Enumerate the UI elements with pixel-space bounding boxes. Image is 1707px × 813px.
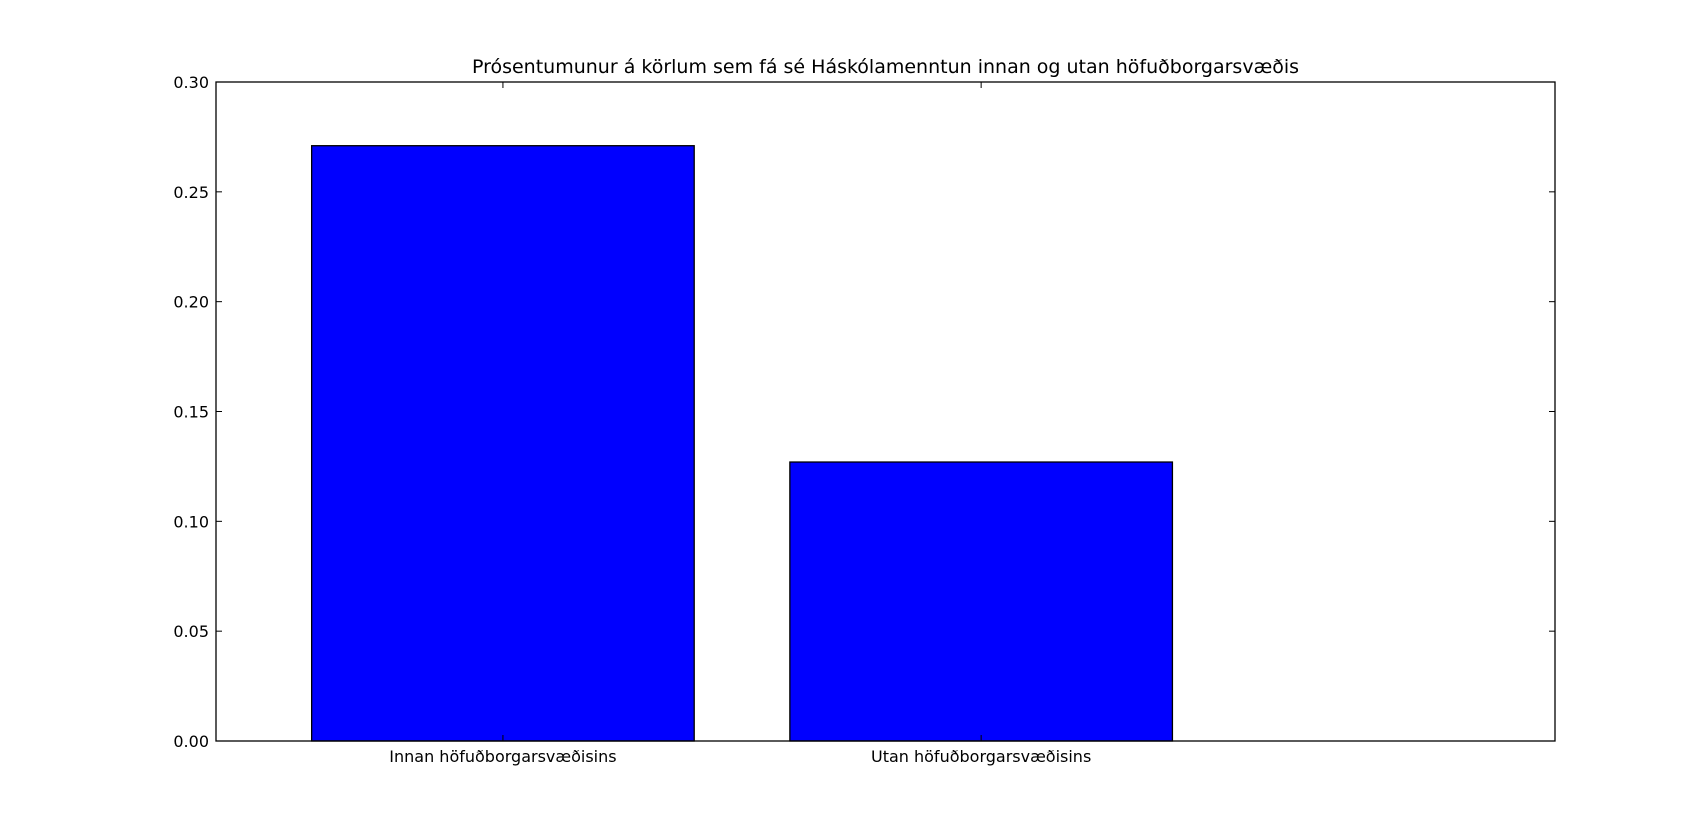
- bar: [310, 145, 695, 742]
- x-tick-label: Innan höfuðborgarsvæðisins: [389, 747, 616, 766]
- y-tick-label: 0.00: [173, 732, 209, 751]
- y-tick-label: 0.10: [173, 512, 209, 531]
- y-tick-label: 0.15: [173, 403, 209, 422]
- bar: [789, 461, 1174, 742]
- plot-area: 0.00 0.05 0.10 0.15 0.20 0.25 0.30 Innan höfuðb…: [173, 73, 1556, 766]
- x-tick-label: Utan höfuðborgarsvæðisins: [871, 747, 1091, 766]
- y-tick-label: 0.05: [173, 622, 209, 641]
- y-tick-label: 0.25: [173, 183, 209, 202]
- y-tick-label: 0.20: [173, 293, 209, 312]
- chart-title: Prósentumunur á körlum sem fá sé Háskóla…: [472, 56, 1299, 78]
- y-tick-label: 0.30: [173, 73, 209, 92]
